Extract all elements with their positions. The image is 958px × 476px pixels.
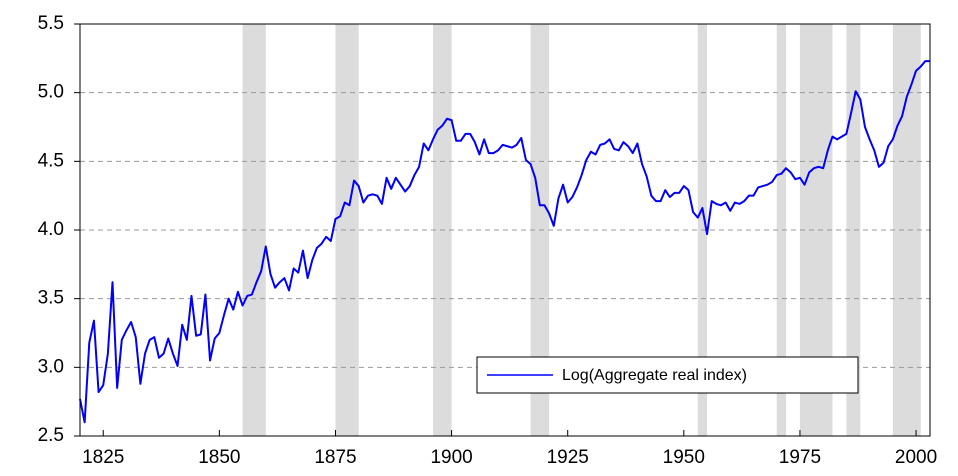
shaded-period bbox=[335, 24, 359, 436]
legend-label: Log(Aggregate real index) bbox=[562, 367, 747, 384]
y-tick-label: 3.0 bbox=[38, 356, 64, 377]
y-tick-label: 2.5 bbox=[38, 425, 64, 446]
shaded-period bbox=[892, 24, 921, 436]
x-tick-label: 1925 bbox=[547, 447, 589, 468]
x-tick-label: 2000 bbox=[895, 447, 937, 468]
legend: Log(Aggregate real index) bbox=[476, 356, 859, 394]
ticks: 2.5 3.0 3.5 4.0 4.5 5.0 5.5 1825 1850 1875 1900 192… bbox=[38, 13, 938, 468]
y-tick-label: 4.0 bbox=[38, 219, 64, 240]
x-tick-label: 1950 bbox=[663, 447, 705, 468]
x-tick-label: 1850 bbox=[198, 447, 240, 468]
shaded-period bbox=[776, 24, 787, 436]
x-tick-label: 1975 bbox=[779, 447, 821, 468]
series-line bbox=[79, 60, 930, 424]
y-tick-label: 3.5 bbox=[38, 288, 64, 309]
lines bbox=[79, 60, 930, 424]
x-tick-label: 1875 bbox=[314, 447, 356, 468]
x-tick-label: 1825 bbox=[82, 447, 124, 468]
y-tick-label: 5.0 bbox=[38, 82, 64, 103]
x-tick-label: 1900 bbox=[430, 447, 472, 468]
y-tick-label: 4.5 bbox=[38, 150, 64, 171]
shaded-period bbox=[846, 24, 861, 436]
y-tick-label: 5.5 bbox=[38, 13, 64, 34]
